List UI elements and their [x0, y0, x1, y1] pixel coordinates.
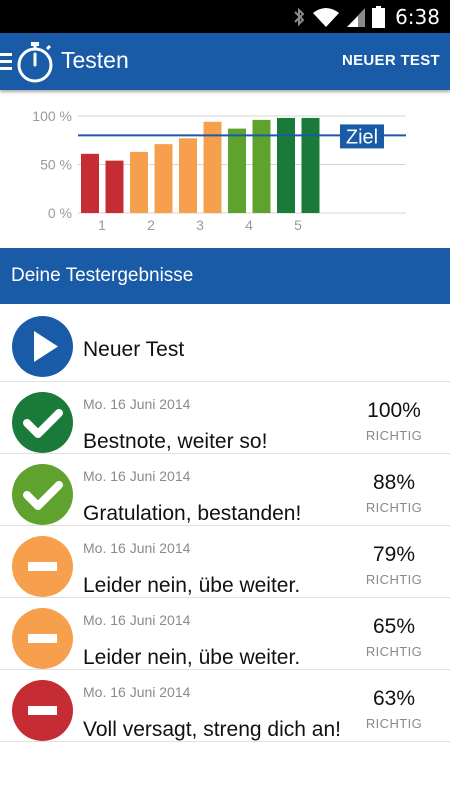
- result-date: Mo. 16 Juni 2014: [83, 468, 191, 484]
- result-date: Mo. 16 Juni 2014: [83, 684, 191, 700]
- result-row[interactable]: Mo. 16 Juni 2014 Voll versagt, streng di…: [0, 670, 450, 742]
- result-row[interactable]: Mo. 16 Juni 2014 Leider nein, übe weiter…: [0, 526, 450, 598]
- result-row[interactable]: Mo. 16 Juni 2014 Leider nein, übe weiter…: [0, 598, 450, 670]
- result-row[interactable]: Mo. 16 Juni 2014 Bestnote, weiter so! 10…: [0, 382, 450, 454]
- minus-icon: [28, 634, 57, 643]
- result-percent: 100%: [367, 399, 421, 422]
- result-date: Mo. 16 Juni 2014: [83, 540, 191, 556]
- result-message: Bestnote, weiter so!: [83, 430, 268, 453]
- status-icons: 6:38: [292, 0, 440, 33]
- new-test-label: Neuer Test: [83, 338, 185, 361]
- result-percent: 63%: [372, 687, 416, 710]
- stopwatch-icon[interactable]: [14, 41, 56, 83]
- chart-bar: [130, 151, 148, 213]
- result-message: Voll versagt, streng dich an!: [83, 718, 341, 741]
- result-percent: 88%: [372, 471, 416, 494]
- result-date: Mo. 16 Juni 2014: [83, 396, 191, 412]
- result-badge: [12, 680, 73, 741]
- page-title: Testen: [61, 47, 129, 73]
- result-badge: [12, 536, 73, 597]
- x-tick-label: 5: [294, 217, 302, 233]
- result-unit: RICHTIG: [365, 500, 423, 515]
- chart-bar: [228, 128, 246, 213]
- chart-bar: [277, 117, 295, 213]
- chart-svg: 100 % 50 % 0 % 1 2 3 4 5 Ziel: [32, 108, 406, 233]
- check-icon: [23, 409, 63, 438]
- result-badge: [12, 392, 73, 453]
- x-tick-label: 1: [98, 217, 106, 233]
- x-axis-ticks: 1 2 3 4 5: [98, 217, 302, 233]
- section-title: Deine Testergebnisse: [11, 265, 194, 286]
- target-label-box: [340, 124, 384, 149]
- result-percent: 79%: [372, 543, 416, 566]
- chart-bar: [179, 138, 197, 213]
- result-unit: RICHTIG: [365, 716, 423, 731]
- status-time: 6:38: [395, 4, 440, 29]
- minus-icon: [28, 706, 57, 715]
- app-bar: Testen NEUER TEST: [0, 33, 450, 90]
- results-list: Neuer Test Mo. 16 Juni 2014 Bestnote, we…: [0, 306, 450, 742]
- new-test-button[interactable]: NEUER TEST: [341, 52, 440, 69]
- signal-icon: [347, 7, 366, 27]
- status-bar: 6:38: [0, 0, 450, 33]
- menu-icon[interactable]: [0, 53, 12, 71]
- result-badge: [12, 464, 73, 525]
- result-message: Leider nein, übe weiter.: [83, 574, 301, 597]
- chart-bar: [252, 119, 271, 213]
- new-test-badge: [12, 316, 73, 377]
- play-icon: [34, 331, 58, 362]
- result-unit: RICHTIG: [365, 644, 423, 659]
- y-tick-label: 100 %: [32, 108, 72, 124]
- chart-bar: [203, 121, 222, 213]
- minus-icon: [28, 562, 57, 571]
- results-chart: 100 % 50 % 0 % 1 2 3 4 5 Ziel: [0, 92, 450, 245]
- y-tick-label: 0 %: [48, 205, 72, 221]
- check-icon: [23, 481, 63, 510]
- result-badge: [12, 608, 73, 669]
- result-percent: 65%: [372, 615, 416, 638]
- x-tick-label: 4: [245, 217, 253, 233]
- target-line-group: Ziel: [78, 124, 406, 149]
- result-message: Gratulation, bestanden!: [83, 502, 302, 525]
- section-header: Deine Testergebnisse: [0, 248, 450, 304]
- result-row[interactable]: Mo. 16 Juni 2014 Gratulation, bestanden!…: [0, 454, 450, 526]
- result-date: Mo. 16 Juni 2014: [83, 612, 191, 628]
- chart-bars: [81, 117, 320, 213]
- x-tick-label: 3: [196, 217, 204, 233]
- battery-icon: [372, 5, 386, 28]
- chart-bar: [105, 160, 124, 213]
- x-tick-label: 2: [147, 217, 155, 233]
- result-unit: RICHTIG: [365, 572, 423, 587]
- result-message: Leider nein, übe weiter.: [83, 646, 301, 669]
- chart-bar: [81, 153, 99, 213]
- chart-bar: [154, 144, 173, 213]
- new-test-row[interactable]: Neuer Test: [0, 306, 450, 382]
- bluetooth-icon: [294, 7, 305, 26]
- result-unit: RICHTIG: [365, 428, 423, 443]
- target-label: Ziel: [346, 126, 378, 148]
- y-axis-ticks: 100 % 50 % 0 %: [32, 108, 72, 221]
- chart-bar: [301, 117, 320, 213]
- y-tick-label: 50 %: [40, 157, 72, 173]
- wifi-icon: [313, 7, 340, 27]
